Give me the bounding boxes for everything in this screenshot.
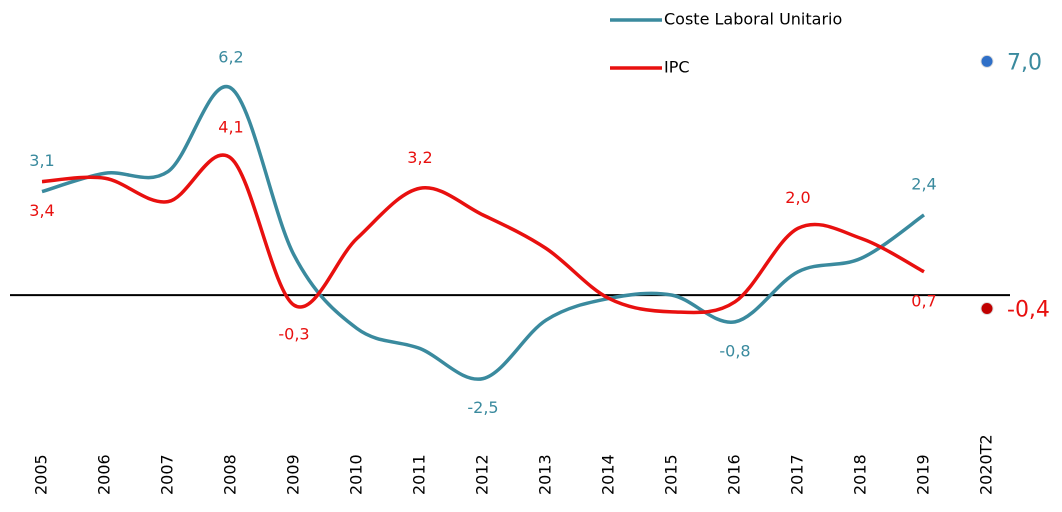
value-label: -0,8: [719, 341, 750, 360]
value-label: 0,7: [911, 291, 936, 310]
x-tick-label: 2020T2: [977, 434, 996, 495]
x-tick-label: 2013: [536, 454, 555, 495]
x-tick-label: 2008: [221, 454, 240, 495]
x-tick-label: 2018: [851, 454, 870, 495]
x-tick-label: 2019: [914, 454, 933, 495]
x-tick-label: 2017: [788, 454, 807, 495]
x-tick-label: 2006: [95, 454, 114, 495]
value-label: -0,3: [278, 325, 309, 344]
value-label: 6,2: [218, 48, 243, 67]
x-tick-label: 2011: [410, 454, 429, 495]
value-label: 2,4: [911, 174, 936, 193]
series-line: [41, 153, 925, 315]
latest-label: -0,4: [1007, 297, 1050, 322]
x-tick-label: 2014: [599, 454, 618, 495]
x-tick-label: 2007: [158, 454, 177, 495]
value-label: 4,1: [218, 118, 243, 137]
x-tick-label: 2012: [473, 454, 492, 495]
latest-dot: [980, 301, 994, 315]
latest-dot: [980, 54, 994, 68]
legend-label: Coste Laboral Unitario: [664, 10, 842, 29]
value-label: 3,1: [29, 151, 54, 170]
value-label: -2,5: [467, 398, 498, 417]
x-tick-label: 2016: [725, 454, 744, 495]
x-tick-label: 2009: [284, 454, 303, 495]
legend-label: IPC: [664, 58, 690, 77]
x-tick-label: 2010: [347, 454, 366, 495]
x-tick-label: 2015: [662, 454, 681, 495]
value-label: 2,0: [785, 188, 810, 207]
series-line: [41, 84, 925, 381]
value-label: 3,2: [407, 148, 432, 167]
x-tick-label: 2005: [32, 454, 51, 495]
value-label: 3,4: [29, 201, 54, 220]
latest-label: 7,0: [1007, 50, 1042, 75]
